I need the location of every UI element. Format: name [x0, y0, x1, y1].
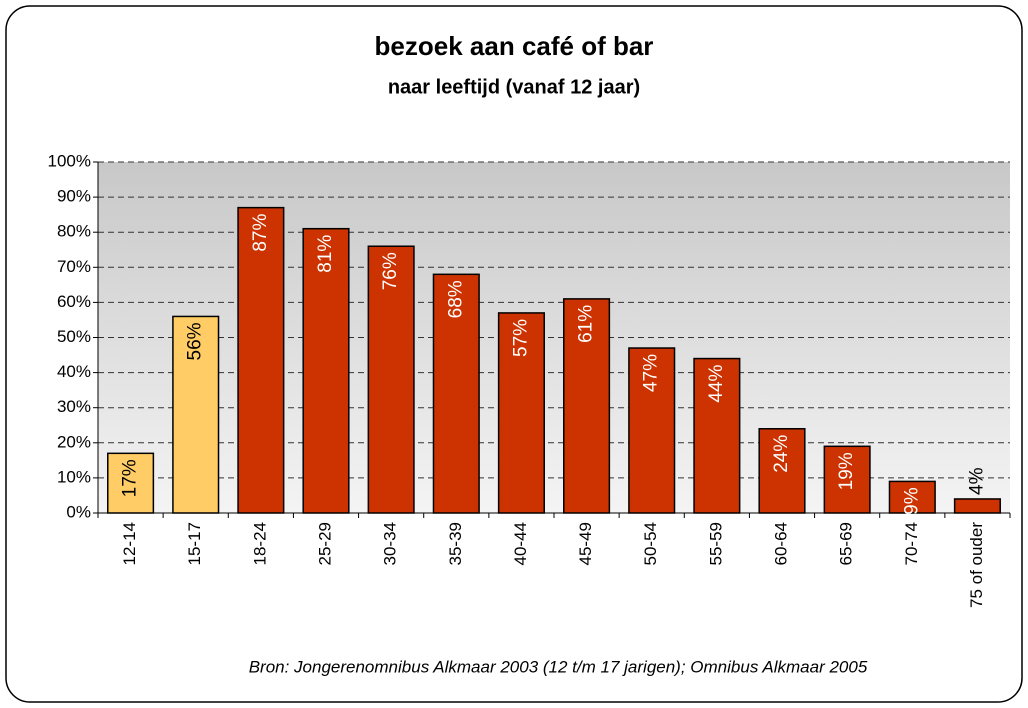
x-tick-label: 70-74	[902, 522, 921, 565]
bar	[563, 298, 611, 514]
x-tick-label: 75 of ouder	[967, 522, 986, 608]
bar	[237, 206, 285, 514]
x-tick-label: 40-44	[511, 522, 530, 565]
bar	[302, 227, 350, 514]
value-label: 56%	[185, 322, 206, 360]
y-tick-label: 70%	[57, 257, 91, 276]
value-label: 81%	[315, 235, 336, 273]
y-tick-label: 50%	[57, 327, 91, 346]
value-label: 57%	[510, 319, 531, 357]
y-tick-label: 90%	[57, 187, 91, 206]
chart-subtitle: naar leeftijd (vanaf 12 jaar)	[388, 76, 640, 98]
y-tick-label: 100%	[48, 151, 91, 170]
y-tick-label: 10%	[57, 467, 91, 486]
chart-title: bezoek aan café of bar	[375, 31, 654, 61]
x-tick-label: 55-59	[706, 522, 725, 565]
value-label: 24%	[771, 435, 792, 473]
value-label: 61%	[576, 305, 597, 343]
x-tick-label: 35-39	[446, 522, 465, 565]
bar	[497, 312, 545, 514]
bar	[888, 480, 936, 514]
bar	[367, 245, 415, 514]
bar	[628, 347, 676, 514]
value-label: 4%	[966, 467, 987, 495]
y-tick-label: 0%	[66, 502, 91, 521]
x-tick-label: 12-14	[120, 522, 139, 565]
x-tick-label: 45-49	[576, 522, 595, 565]
x-tick-label: 25-29	[315, 522, 334, 565]
x-tick-label: 50-54	[641, 522, 660, 565]
x-tick-label: 65-69	[837, 522, 856, 565]
value-label: 19%	[836, 452, 857, 490]
value-label: 9%	[901, 487, 922, 515]
bar	[758, 428, 806, 514]
value-label: 47%	[641, 354, 662, 392]
x-tick-label: 15-17	[185, 522, 204, 565]
y-tick-label: 80%	[57, 222, 91, 241]
value-label: 68%	[445, 280, 466, 318]
source-note: Bron: Jongerenomnibus Alkmaar 2003 (12 t…	[249, 657, 868, 676]
bar	[432, 273, 480, 514]
value-label: 17%	[120, 459, 141, 497]
bar	[953, 498, 1001, 514]
value-label: 44%	[706, 364, 727, 402]
y-tick-label: 30%	[57, 397, 91, 416]
bar	[172, 315, 220, 514]
x-tick-label: 18-24	[250, 522, 269, 565]
y-tick-label: 40%	[57, 362, 91, 381]
bar	[693, 357, 741, 514]
bar	[823, 445, 871, 514]
x-tick-label: 60-64	[771, 522, 790, 565]
y-tick-label: 20%	[57, 432, 91, 451]
value-label: 76%	[380, 252, 401, 290]
x-tick-label: 30-34	[381, 522, 400, 565]
bar	[107, 452, 155, 514]
y-tick-label: 60%	[57, 292, 91, 311]
value-label: 87%	[250, 214, 271, 252]
